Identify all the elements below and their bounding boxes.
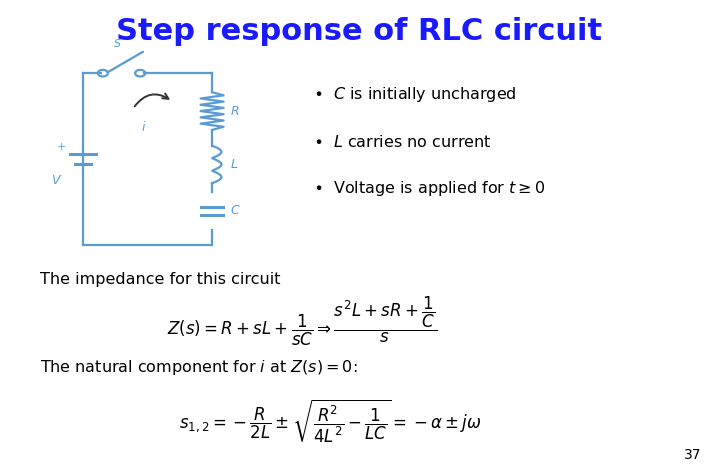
Text: 37: 37 xyxy=(684,447,701,462)
Text: $L$: $L$ xyxy=(230,158,238,171)
Text: $Z(s) = R + sL + \dfrac{1}{sC} \Rightarrow \dfrac{s^2L + sR + \dfrac{1}{C}}{s}$: $Z(s) = R + sL + \dfrac{1}{sC} \Rightarr… xyxy=(167,294,437,348)
Text: The impedance for this circuit: The impedance for this circuit xyxy=(40,272,280,287)
Text: The natural component for $i$ at $Z(s) = 0$:: The natural component for $i$ at $Z(s) =… xyxy=(40,358,357,377)
Text: S: S xyxy=(114,39,122,49)
Text: $s_{1,2} = -\dfrac{R}{2L} \pm \sqrt{\dfrac{R^2}{4L^2} - \dfrac{1}{LC}} = -\alpha: $s_{1,2} = -\dfrac{R}{2L} \pm \sqrt{\dfr… xyxy=(180,397,482,445)
Text: Step response of RLC circuit: Step response of RLC circuit xyxy=(116,17,603,45)
Text: $\bullet$  $C$ is initially uncharged: $\bullet$ $C$ is initially uncharged xyxy=(313,85,516,104)
Text: $C$: $C$ xyxy=(230,204,241,218)
Text: $\bullet$  Voltage is applied for $t \geq 0$: $\bullet$ Voltage is applied for $t \geq… xyxy=(313,179,545,198)
Text: +: + xyxy=(56,142,66,152)
Text: $V$: $V$ xyxy=(51,174,63,187)
Text: $R$: $R$ xyxy=(230,105,239,118)
Text: $\bullet$  $L$ carries no current: $\bullet$ $L$ carries no current xyxy=(313,134,491,150)
Text: $i$: $i$ xyxy=(141,120,147,135)
